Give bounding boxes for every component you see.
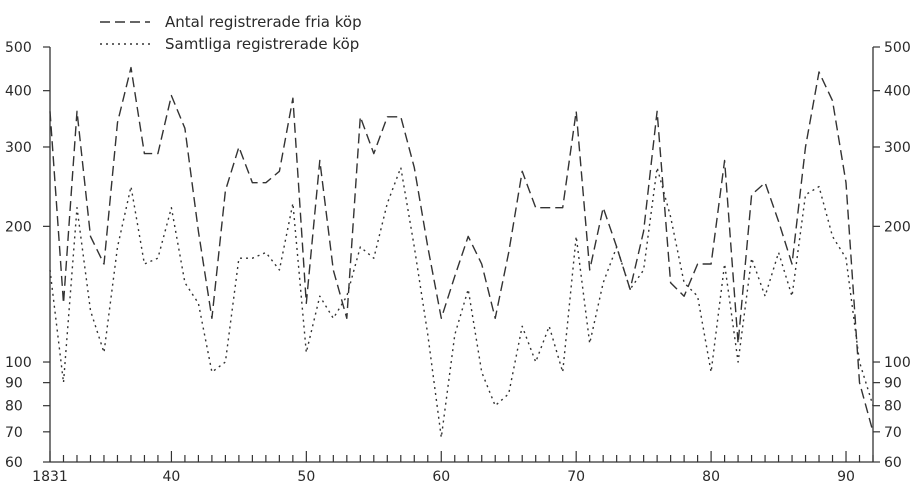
right-axis-ticks: 500 400 300 200 100 90 80 70 60 [873,40,911,471]
x-tick-label-1831: 1831 [32,469,68,485]
y-tick-label-right-500: 500 [884,40,911,56]
y-tick-label-left-300: 300 [5,140,32,156]
x-tick-label-1870: 70 [567,469,585,485]
series-line-samtliga-kop [49,166,874,439]
series-layer [49,66,874,439]
y-tick-label-right-200: 200 [884,219,911,235]
y-tick-label-right-100: 100 [884,355,911,371]
left-axis-ticks: 500 400 300 200 100 90 80 70 60 [5,40,50,471]
y-tick-label-left-70: 70 [5,425,23,441]
y-tick-label-right-60: 60 [884,455,902,471]
y-tick-label-right-90: 90 [884,376,902,392]
y-tick-label-left-60: 60 [5,455,23,471]
x-tick-label-1860: 60 [432,469,450,485]
y-tick-label-left-200: 200 [5,219,32,235]
y-tick-label-left-80: 80 [5,399,23,415]
x-tick-label-1880: 80 [702,469,720,485]
y-tick-label-left-500: 500 [5,40,32,56]
y-tick-label-right-400: 400 [884,84,911,100]
x-tick-label-1850: 50 [297,469,315,485]
y-tick-label-left-100: 100 [5,355,32,371]
y-tick-label-right-80: 80 [884,399,902,415]
legend-label-samtliga-kop: Samtliga registrerade köp [165,35,359,53]
x-axis-ticks: 1831 40 50 60 70 80 90 [32,451,874,485]
x-tick-label-1840: 40 [163,469,181,485]
x-tick-label-1890: 90 [837,469,855,485]
y-tick-label-right-70: 70 [884,425,902,441]
legend-label-fria-kop: Antal registrerade fria köp [165,13,362,31]
series-line-fria-kop [49,66,874,432]
y-tick-label-left-90: 90 [5,376,23,392]
legend: Antal registrerade fria köp Samtliga reg… [100,13,362,53]
y-tick-label-left-400: 400 [5,84,32,100]
y-tick-label-right-300: 300 [884,140,911,156]
